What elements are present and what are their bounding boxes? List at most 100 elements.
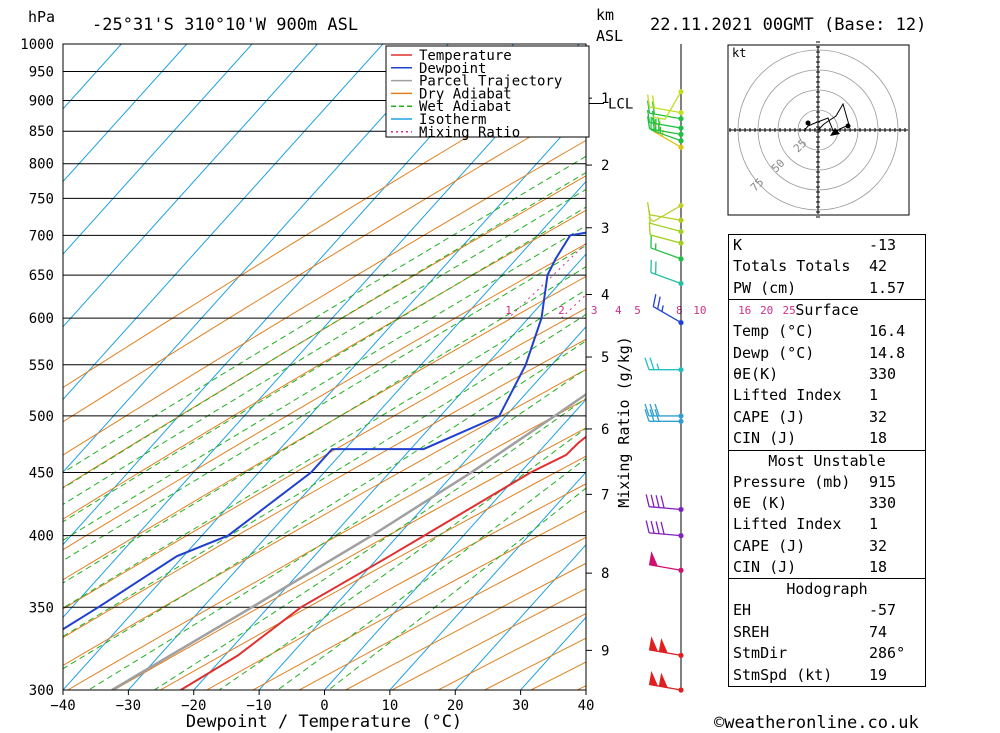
mixing-ratio-label: 1 [505, 304, 512, 317]
dry-adiabat-line [63, 65, 586, 389]
pressure-tick-label: 950 [29, 65, 54, 81]
wind-level-dot [678, 138, 684, 144]
wet-adiabat-line [328, 487, 586, 690]
km-tick-label: 4 [601, 287, 609, 303]
wind-barb-flag [656, 296, 661, 310]
wind-barb-flag [644, 409, 650, 422]
wind-barb [646, 94, 684, 116]
wind-barb [650, 235, 684, 262]
wind-barb-flag [649, 403, 655, 417]
wind-barb-flag [648, 222, 651, 235]
hodograph-row: SREH 74 [733, 622, 888, 641]
wind-barb-shaft [652, 306, 682, 324]
km-tick-label: 7 [601, 487, 609, 503]
wind-level-dot [678, 89, 684, 95]
wind-level-dot [678, 567, 684, 573]
wind-barb [648, 636, 684, 658]
most-unstable-row: Lifted Index 1 [733, 515, 879, 534]
isotherm-line [128, 180, 586, 690]
datetime-title: 22.11.2021 00GMT (Base: 12) [650, 15, 926, 35]
wind-barb-flag [650, 520, 655, 534]
wind-barb-shaft [650, 271, 682, 285]
pressure-unit: hPa [28, 8, 55, 26]
wind-barb [648, 551, 684, 573]
mixing-ratio-label: 16 [738, 304, 751, 317]
pressure-tick-label: 900 [29, 94, 54, 110]
wind-barb-shaft [652, 130, 682, 148]
wet-adiabat-line [63, 155, 586, 474]
wind-level-dot [678, 217, 684, 223]
mixing-ratio-label: 2 [558, 304, 565, 317]
most-unstable-title: Most Unstable [768, 451, 886, 470]
wind-barb [652, 294, 684, 326]
wind-barb-shaft [652, 204, 682, 223]
wet-adiabat-line [277, 457, 586, 690]
wind-level-dot [678, 125, 684, 131]
wind-barb-pennant [658, 638, 669, 654]
wind-barb-flag [646, 100, 651, 114]
pressure-tick-label: 600 [29, 311, 54, 327]
mixing-ratio-label: 4 [615, 304, 622, 317]
wind-barb-flag [645, 520, 650, 534]
x-tick-label: 40 [578, 698, 595, 714]
km-tick-label: 8 [601, 566, 609, 582]
dry-adiabat-line [63, 338, 586, 639]
km-tick-label: 5 [601, 350, 609, 366]
x-tick-label: 20 [447, 698, 464, 714]
wind-barb-flag [645, 494, 650, 507]
wind-barb-pennant [648, 636, 659, 652]
wind-barb-shaft [649, 234, 682, 244]
pressure-tick-label: 700 [29, 228, 54, 244]
wind-barb-flag [644, 357, 650, 370]
legend-entry: Temperature [419, 48, 512, 64]
wind-level-dot [678, 413, 684, 419]
pressure-tick-label: 650 [29, 268, 54, 284]
dry-adiabat-line [63, 307, 586, 610]
wind-level-dot [678, 144, 684, 150]
wind-barb-flag [655, 495, 660, 508]
wind-barb-half-flag [661, 305, 664, 312]
hodograph-point [805, 120, 811, 126]
wet-adiabat-line [154, 397, 586, 690]
pressure-tick-label: 500 [29, 409, 54, 425]
isotherm-line [389, 471, 586, 690]
wind-level-dot [678, 418, 684, 424]
wind-barb-half-flag [657, 124, 660, 131]
hodograph-point [845, 123, 851, 129]
wind-level-dot [678, 240, 684, 246]
mixing-ratio-axis-label: Mixing Ratio (g/kg) [615, 336, 633, 508]
dry-adiabat-line [67, 398, 586, 690]
wind-barb-shaft [649, 106, 682, 114]
isotherm-line [63, 44, 188, 183]
wind-barb-pennant [658, 672, 669, 689]
dry-adiabat-line [160, 455, 586, 690]
wind-barb-half-flag [657, 117, 660, 125]
surface-row: Temp (°C) 16.4 [733, 322, 906, 341]
wet-adiabat-line [63, 289, 586, 609]
wind-barb [648, 202, 684, 223]
wind-barb-flag [646, 202, 651, 215]
dry-adiabat-line [252, 510, 586, 690]
mixing-ratio-labels: 1 2 3 4 5 8 10 16 20 25 [505, 304, 796, 317]
isotherm-line [63, 44, 122, 110]
wind-level-dot [678, 109, 684, 116]
wind-level-dot [678, 280, 684, 287]
index-row-pw: PW (cm) 1.57 [733, 278, 906, 297]
copyright: ©weatheronline.co.uk [714, 713, 919, 733]
lcl-label: LCL [608, 97, 633, 113]
wind-barb [650, 259, 684, 287]
wind-barbs [644, 89, 684, 693]
dry-adiabat-line [63, 139, 586, 456]
wind-barb-shaft [649, 121, 682, 129]
wind-barb-shaft [649, 506, 682, 511]
profiles [63, 231, 586, 690]
km-tick-label: 1 [601, 91, 609, 107]
most-unstable-row: CIN (J) 18 [733, 558, 888, 577]
index-row-k: K -13 [733, 236, 897, 254]
wind-barb [645, 520, 684, 539]
surface-row: CIN (J) 18 [733, 429, 888, 448]
wind-barb-flag [651, 95, 656, 108]
pressure-tick-label: 400 [29, 529, 54, 545]
